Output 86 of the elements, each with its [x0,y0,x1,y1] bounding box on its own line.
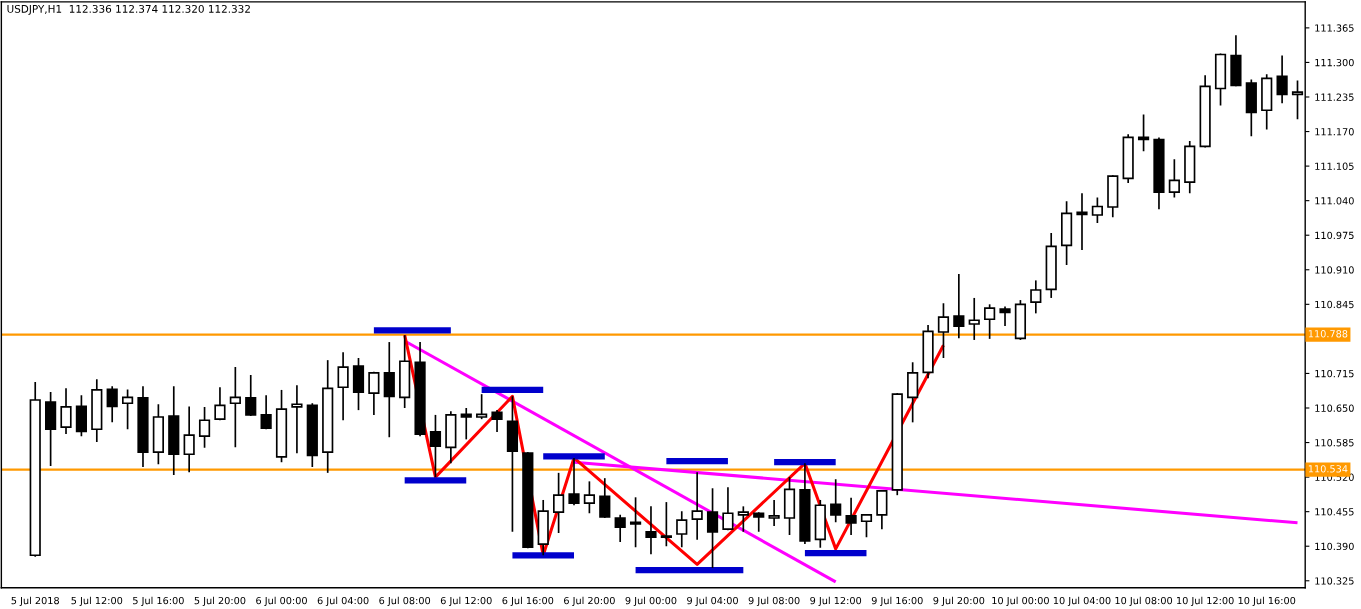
candlestick [291,384,303,455]
candlestick [429,414,442,478]
candlestick [337,351,349,422]
x-tick-label: 9 Jul 16:00 [871,596,923,607]
x-tick-label: 5 Jul 12:00 [71,596,123,607]
candlestick [229,366,241,449]
x-tick-label: 6 Jul 16:00 [502,596,554,607]
candlestick [121,388,134,431]
candlestick [245,374,257,417]
y-tick-label: 111.105 [1315,162,1354,170]
y-tick-label: 110.845 [1315,300,1354,309]
candlestick [1091,196,1103,224]
candlestick [1276,54,1288,105]
candlestick [476,393,488,420]
candlestick [676,510,688,549]
x-tick-label: 9 Jul 04:00 [687,596,738,607]
candlestick [937,302,950,359]
candlestick [953,273,965,340]
x-tick-label: 9 Jul 00:00 [625,596,677,607]
x-tick-label: 10 Jul 12:00 [1177,596,1234,607]
candlestick [599,477,611,519]
candlestick [722,486,734,532]
ref-line-label: 110.788 [1308,330,1348,338]
x-tick-label: 6 Jul 12:00 [440,596,492,607]
chart-title: USDJPY,H1 112.336 112.374 112.320 112.332 [7,4,250,15]
candlestick [876,490,888,531]
candlestick [491,409,503,433]
candlestick [706,487,719,569]
x-tick-label: 6 Jul 00:00 [256,596,307,607]
y-tick-label: 110.390 [1315,542,1354,551]
x-tick-label: 5 Jul 20:00 [194,596,246,607]
candlestick [984,303,996,340]
candlestick [614,514,626,543]
x-tick-label: 10 Jul 16:00 [1238,596,1296,607]
candlestick [260,394,272,431]
candlestick [645,505,657,556]
candlestick [553,472,565,534]
candlestick [568,457,580,507]
candlestick [183,405,195,474]
candlestick [753,511,765,533]
candlestick [583,480,596,515]
candlestick [999,305,1011,327]
x-tick-label: 9 Jul 20:00 [933,596,985,607]
candlestick [1168,158,1180,199]
candlestick [629,496,642,549]
x-tick-label: 10 Jul 04:00 [1053,596,1111,607]
y-tick-label: 110.910 [1315,266,1354,274]
candlestick [860,513,873,539]
y-tick-label: 111.365 [1315,24,1354,32]
candlestick [106,385,118,424]
y-tick-label: 110.650 [1315,404,1354,412]
x-tick-label: 9 Jul 08:00 [748,596,800,607]
candlestick [737,505,749,533]
candlestick [1076,192,1088,251]
candlestick [768,499,780,527]
candlestick [830,478,842,524]
y-tick-label: 111.235 [1315,93,1354,101]
y-tick-label: 110.325 [1315,577,1354,585]
candlestick [60,387,72,435]
ref-line-label: 110.534 [1308,465,1348,473]
x-tick-label: 9 Jul 12:00 [810,596,862,607]
y-tick-label: 111.300 [1315,58,1354,67]
candlestick [660,501,672,548]
y-tick-label: 110.585 [1315,439,1354,447]
y-tick-label: 110.455 [1315,508,1354,516]
y-tick-label: 111.170 [1315,128,1354,136]
y-tick-label: 110.975 [1315,231,1354,240]
candlestick [1291,79,1304,121]
candlestick [968,297,980,341]
candlestick [691,471,703,541]
x-tick-label: 6 Jul 04:00 [317,596,369,607]
candlestick [1030,279,1042,315]
x-tick-label: 6 Jul 20:00 [564,596,615,607]
candlestick [198,406,211,449]
candlestick [460,407,472,441]
x-tick-label: 10 Jul 08:00 [1115,596,1173,607]
candlestick [368,371,380,416]
x-tick-label: 6 Jul 08:00 [379,596,431,607]
candlestick [383,341,395,439]
candlestick [214,386,226,422]
x-tick-label: 5 Jul 2018 [11,596,59,607]
candlestick [845,497,857,536]
x-tick-label: 10 Jul 00:00 [992,596,1049,607]
y-tick-label: 110.715 [1315,369,1354,378]
y-tick-label: 111.040 [1315,197,1354,205]
x-tick-label: 5 Jul 16:00 [133,596,184,607]
